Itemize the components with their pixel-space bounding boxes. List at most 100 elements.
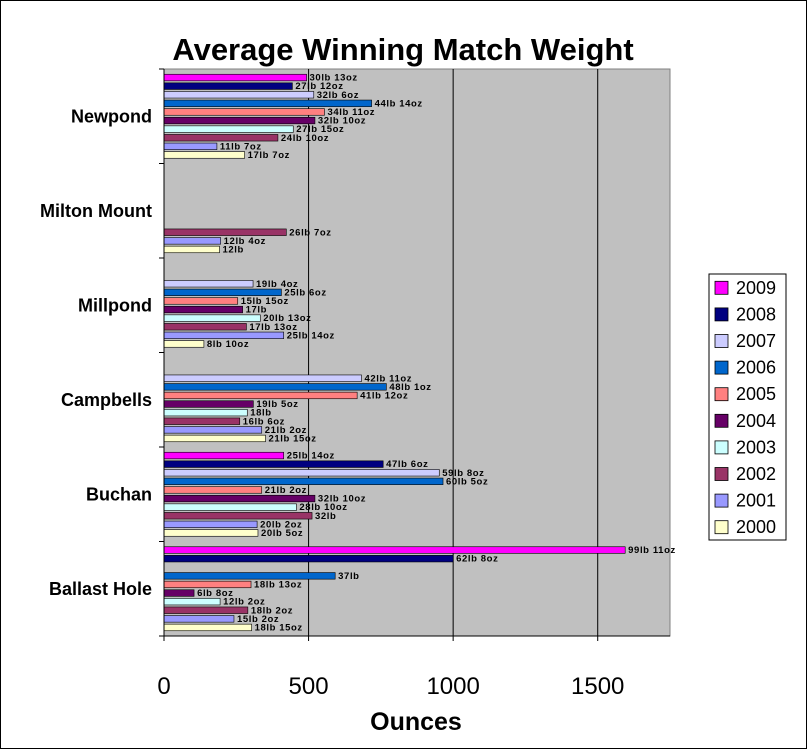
data-label: 30lb 13oz <box>310 73 358 84</box>
bar <box>163 460 384 468</box>
bar <box>163 434 266 443</box>
data-label: 44lb 14oz <box>375 98 423 109</box>
bar <box>163 228 287 236</box>
data-label: 59lb 8oz <box>442 468 484 479</box>
data-label: 12lb 2oz <box>223 597 265 608</box>
data-label: 11lb 7oz <box>220 141 262 152</box>
category-label: Newpond <box>71 106 152 126</box>
x-tick-label: 1500 <box>571 673 624 700</box>
category-label: Milton Mount <box>40 201 152 221</box>
legend: 2009 2008 2007 2006 2005 2004 2003 2002 2001 2000 <box>708 273 787 541</box>
x-tick-label: 1000 <box>426 673 479 700</box>
legend-label: 2001 <box>736 491 776 511</box>
legend-label: 2004 <box>736 411 776 431</box>
legend-swatch <box>714 467 729 481</box>
x-axis-title: Ounces <box>370 708 462 736</box>
data-label: 28lb 10oz <box>299 502 347 513</box>
data-label: 60lb 5oz <box>446 476 488 487</box>
data-label: 19lb 4oz <box>256 279 298 290</box>
data-label: 27lb 12oz <box>295 81 343 92</box>
legend-swatch <box>714 493 729 508</box>
legend-swatch <box>714 334 729 348</box>
data-label: 12lb 4oz <box>224 236 266 247</box>
bar <box>163 82 293 90</box>
bar <box>163 305 243 314</box>
legend-label: 2006 <box>736 358 776 378</box>
data-label: 15lb 15oz <box>241 296 289 307</box>
legend-label: 2003 <box>736 437 776 457</box>
data-label: 16lb 6oz <box>243 416 285 427</box>
data-label: 62lb 8oz <box>456 554 498 565</box>
bar <box>163 589 195 597</box>
bar <box>163 555 454 563</box>
legend-swatch <box>714 387 729 402</box>
bar <box>163 529 259 537</box>
bar <box>163 280 254 288</box>
bar <box>163 73 307 82</box>
legend-swatch <box>714 520 729 535</box>
legend-label: 2008 <box>736 304 776 324</box>
bar <box>163 391 358 400</box>
bar <box>163 99 372 107</box>
category-label: Millpond <box>78 295 152 315</box>
bar <box>163 503 297 511</box>
data-label: 18lb <box>250 408 271 419</box>
data-label: 20lb 2oz <box>260 519 302 530</box>
data-label: 32lb <box>315 511 336 522</box>
data-label: 32lb 6oz <box>317 90 359 101</box>
bar <box>163 400 254 408</box>
bar <box>163 383 387 391</box>
bar <box>163 108 325 116</box>
data-label: 32lb 10oz <box>318 494 366 505</box>
data-label: 25lb 6oz <box>284 287 326 298</box>
bar <box>163 297 239 305</box>
gridlines <box>308 69 599 636</box>
data-label: 18lb 2oz <box>251 605 293 616</box>
bar <box>163 91 315 99</box>
legend-swatch <box>714 307 729 322</box>
data-label: 8lb 10oz <box>207 339 249 350</box>
bar <box>163 623 252 632</box>
data-label: 17lb 7oz <box>248 150 290 161</box>
bar <box>163 615 235 623</box>
bar <box>163 374 362 382</box>
data-label: 42lb 11oz <box>364 373 412 384</box>
legend-label: 2007 <box>736 331 776 351</box>
data-label: 47lb 6oz <box>386 459 428 470</box>
bar <box>163 451 285 460</box>
bar <box>163 151 245 159</box>
data-label: 20lb 13oz <box>263 313 311 324</box>
x-tick-label: 500 <box>289 673 329 700</box>
data-label: 17lb 13oz <box>249 322 297 333</box>
x-tick-label: 0 <box>157 673 170 700</box>
data-label: 27lb 15oz <box>296 124 344 135</box>
legend-label: 2009 <box>736 278 776 298</box>
bar <box>163 494 316 503</box>
bar <box>163 426 263 434</box>
data-label: 21lb 15oz <box>268 433 316 444</box>
legend-label: 2005 <box>736 384 776 404</box>
legend-swatch <box>714 280 729 295</box>
bar <box>163 580 252 589</box>
category-label: Ballast Hole <box>49 579 152 599</box>
data-label: 99lb 11oz <box>628 545 676 556</box>
data-label: 24lb 10oz <box>281 133 329 144</box>
chart-title: Average Winning Match Weight <box>172 32 633 67</box>
data-label: 26lb 7oz <box>289 227 331 238</box>
bar <box>163 598 221 606</box>
legend-label: 2000 <box>736 517 776 537</box>
category-label: Buchan <box>86 484 152 504</box>
bar <box>163 116 316 125</box>
data-label: 18lb 13oz <box>254 579 302 590</box>
bar <box>163 520 258 528</box>
bar <box>163 546 626 554</box>
bar <box>163 469 440 477</box>
bar <box>163 417 241 425</box>
legend-label: 2002 <box>736 464 776 484</box>
bar <box>163 409 248 417</box>
bar <box>163 134 279 142</box>
bar <box>163 288 282 296</box>
data-label: 41lb 12oz <box>360 390 408 401</box>
